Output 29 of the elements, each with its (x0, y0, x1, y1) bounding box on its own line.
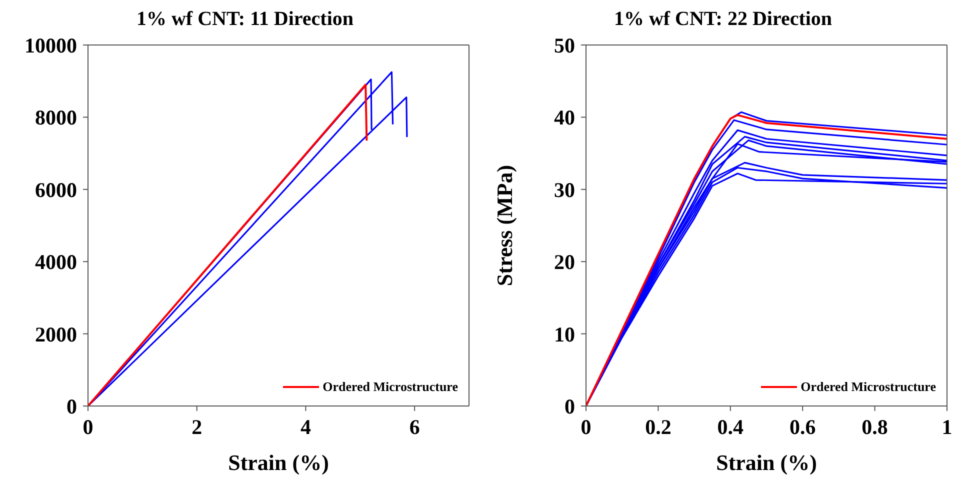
x-tick-label: 6 (409, 414, 420, 439)
legend-label: Ordered Microstructure (322, 379, 458, 395)
y-tick-label: 6000 (35, 178, 77, 202)
x-axis-title: Strain (%) (228, 450, 329, 475)
x-tick-label: 0.4 (717, 414, 744, 439)
y-tick-label: 10 (554, 322, 575, 346)
y-axis-title: Stress (MPa) (492, 164, 517, 286)
x-tick-label: 4 (300, 414, 312, 439)
x-tick-label: 1 (942, 414, 952, 439)
chart-title: 1% wf CNT: 22 Direction (612, 8, 834, 32)
y-tick-label: 20 (554, 250, 575, 274)
y-tick-label: 10000 (24, 33, 77, 58)
x-tick-label: 0.6 (789, 414, 816, 439)
y-tick-label: 4000 (35, 250, 77, 274)
y-tick-label: 50 (554, 33, 575, 58)
y-tick-label: 8000 (35, 106, 77, 130)
x-tick-label: 2 (192, 414, 202, 439)
x-tick-label: 0.2 (645, 414, 672, 439)
x-tick-label: 0 (580, 414, 592, 439)
y-tick-label: 0 (66, 394, 77, 418)
y-tick-label: 40 (554, 106, 575, 130)
x-axis-title: Strain (%) (716, 450, 817, 475)
x-tick-label: 0 (82, 414, 94, 439)
x-tick-label: 0.8 (862, 414, 888, 439)
y-tick-label: 30 (554, 178, 575, 202)
chart-title: 1% wf CNT: 11 Direction (135, 8, 354, 32)
legend-label: Ordered Microstructure (800, 379, 936, 395)
y-tick-label: 2000 (35, 322, 77, 346)
y-tick-label: 0 (564, 394, 575, 418)
